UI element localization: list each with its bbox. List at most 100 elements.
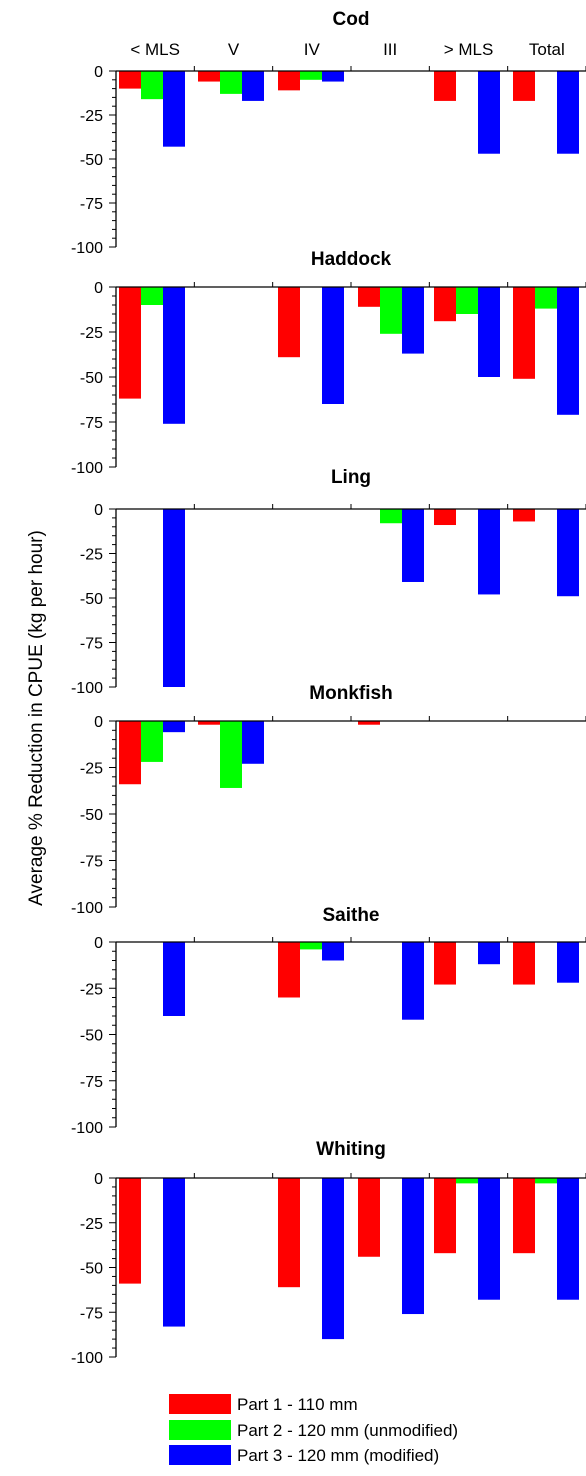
y-tick-label: -75 [80, 636, 103, 653]
bar-saithe-s3-c4 [402, 942, 424, 1020]
panel-title-monkfish: Monkfish [309, 683, 392, 704]
y-tick-label: -75 [80, 1074, 103, 1091]
y-tick-label: -75 [80, 196, 103, 213]
bar-cod-s1-c3 [278, 71, 300, 91]
y-tick-label: -25 [80, 981, 103, 998]
bar-monkfish-s3-c1 [163, 721, 185, 733]
bar-cod-s3-c3 [322, 71, 344, 82]
y-tick-label: -75 [80, 854, 103, 871]
bar-whiting-s1-c4 [358, 1178, 380, 1257]
legend-swatch-part2 [169, 1420, 231, 1440]
bar-whiting-s1-c3 [278, 1178, 300, 1288]
bar-haddock-s1-c4 [358, 287, 380, 307]
category-label: > MLS [444, 40, 494, 59]
bar-cod-s2-c1 [141, 71, 163, 100]
y-tick-label: -25 [80, 325, 103, 342]
y-tick-label: 0 [94, 64, 103, 81]
bar-haddock-s2-c6 [535, 287, 557, 309]
bar-ling-s3-c4 [402, 509, 424, 582]
panel-title-whiting: Whiting [316, 1139, 386, 1160]
bar-ling-s3-c6 [557, 509, 579, 597]
bar-cod-s1-c1 [119, 71, 141, 89]
bar-monkfish-s3-c2 [242, 721, 264, 764]
bar-haddock-s1-c6 [513, 287, 535, 379]
bar-ling-s3-c1 [163, 509, 185, 687]
bar-whiting-s3-c4 [402, 1178, 424, 1315]
bar-haddock-s1-c3 [278, 287, 300, 358]
y-tick-label: -50 [80, 370, 103, 387]
bar-whiting-s3-c3 [322, 1178, 344, 1340]
bar-saithe-s3-c3 [322, 942, 344, 961]
bar-saithe-s3-c6 [557, 942, 579, 983]
bar-monkfish-s2-c2 [220, 721, 242, 788]
bar-haddock-s3-c5 [478, 287, 500, 377]
bar-cod-s1-c2 [198, 71, 220, 82]
category-label: IV [304, 40, 321, 59]
y-axis-label: Average % Reduction in CPUE (kg per hour… [26, 530, 47, 906]
y-tick-label: -100 [71, 240, 103, 257]
bar-cod-s3-c6 [557, 71, 579, 154]
bar-monkfish-s1-c1 [119, 721, 141, 785]
y-tick-label: 0 [94, 280, 103, 297]
bar-saithe-s1-c3 [278, 942, 300, 998]
category-label: Total [529, 40, 565, 59]
category-label: III [383, 40, 397, 59]
bar-cod-s3-c5 [478, 71, 500, 154]
bar-monkfish-s1-c2 [198, 721, 220, 725]
bar-whiting-s2-c5 [456, 1178, 478, 1184]
y-tick-label: -100 [71, 1350, 103, 1367]
bar-haddock-s3-c3 [322, 287, 344, 404]
bar-ling-s1-c6 [513, 509, 535, 522]
y-tick-label: -50 [80, 152, 103, 169]
bar-whiting-s3-c5 [478, 1178, 500, 1300]
bar-cod-s2-c3 [300, 71, 322, 80]
y-tick-label: -100 [71, 680, 103, 697]
bar-saithe-s3-c1 [163, 942, 185, 1016]
bar-cod-s1-c6 [513, 71, 535, 101]
bar-haddock-s1-c5 [434, 287, 456, 322]
bar-whiting-s1-c1 [119, 1178, 141, 1284]
y-tick-label: -75 [80, 1305, 103, 1322]
y-tick-label: -25 [80, 1216, 103, 1233]
y-tick-label: -50 [80, 807, 103, 824]
bar-whiting-s1-c6 [513, 1178, 535, 1254]
bar-cod-s1-c5 [434, 71, 456, 101]
y-tick-label: 0 [94, 502, 103, 519]
y-tick-label: -50 [80, 1028, 103, 1045]
panel-title-haddock: Haddock [311, 249, 392, 270]
y-tick-label: -25 [80, 761, 103, 778]
y-tick-label: -100 [71, 900, 103, 917]
y-tick-label: -50 [80, 591, 103, 608]
legend-swatch-part3 [169, 1445, 231, 1465]
bar-haddock-s1-c1 [119, 287, 141, 399]
panel-title-saithe: Saithe [322, 905, 379, 926]
legend-label-part3: Part 3 - 120 mm (modified) [237, 1446, 439, 1465]
bar-whiting-s2-c6 [535, 1178, 557, 1184]
bar-saithe-s1-c6 [513, 942, 535, 985]
panel-title-ling: Ling [331, 467, 371, 488]
panel-title-cod: Cod [333, 9, 370, 30]
y-tick-label: -50 [80, 1261, 103, 1278]
bar-cod-s3-c2 [242, 71, 264, 101]
bar-haddock-s3-c6 [557, 287, 579, 415]
bar-ling-s2-c4 [380, 509, 402, 524]
bar-saithe-s1-c5 [434, 942, 456, 985]
legend-label-part1: Part 1 - 110 mm [237, 1395, 358, 1414]
bar-monkfish-s1-c4 [358, 721, 380, 725]
y-tick-label: -100 [71, 1120, 103, 1137]
bar-cod-s3-c1 [163, 71, 185, 147]
y-tick-label: -100 [71, 460, 103, 477]
bar-saithe-s3-c5 [478, 942, 500, 965]
bar-ling-s3-c5 [478, 509, 500, 595]
legend-swatch-part1 [169, 1394, 231, 1414]
bar-ling-s1-c5 [434, 509, 456, 526]
y-tick-label: -25 [80, 547, 103, 564]
category-label: V [228, 40, 240, 59]
bar-saithe-s2-c3 [300, 942, 322, 950]
bar-monkfish-s2-c1 [141, 721, 163, 762]
legend-label-part2: Part 2 - 120 mm (unmodified) [237, 1421, 458, 1440]
bar-haddock-s2-c5 [456, 287, 478, 314]
bar-whiting-s1-c5 [434, 1178, 456, 1254]
bar-haddock-s3-c4 [402, 287, 424, 354]
